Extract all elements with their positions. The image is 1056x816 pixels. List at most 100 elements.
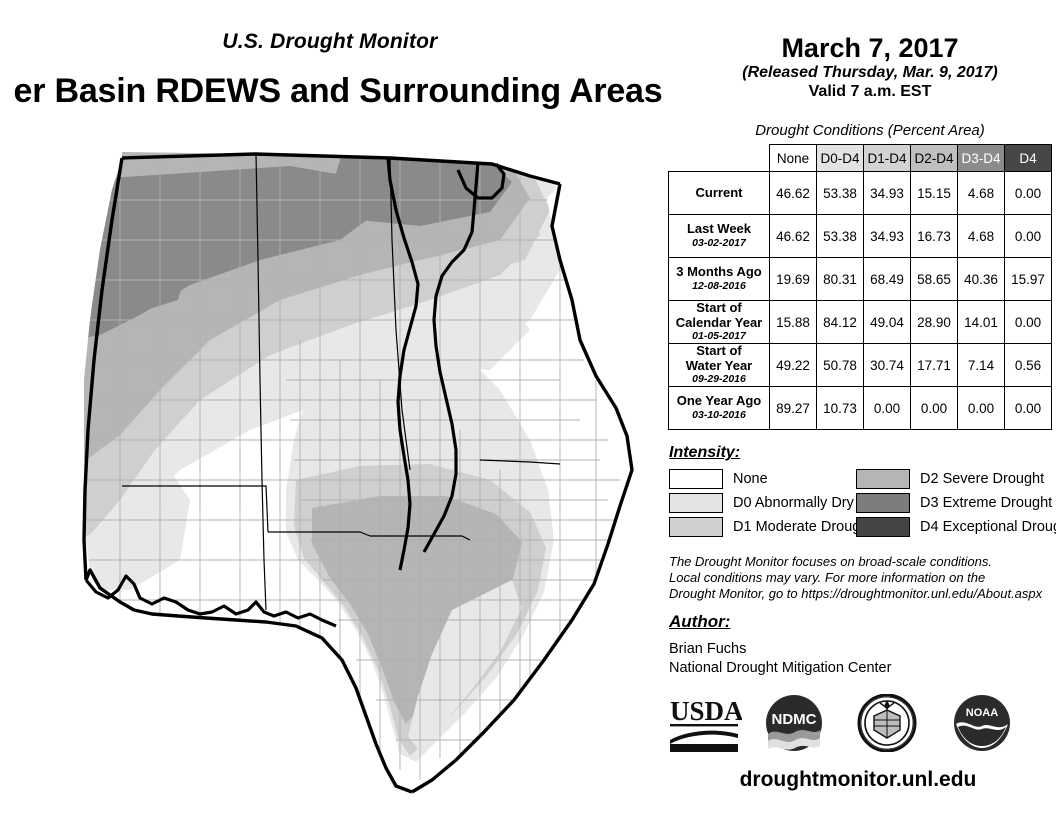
drought-conditions-table: None D0-D4 D1-D4 D2-D4 D3-D4 D4 Current 46.62 53… — [668, 144, 1052, 430]
usdc-seal-logo[interactable] — [856, 693, 918, 757]
rdews-basin-outline — [386, 157, 506, 571]
cell-r2-c1: 80.31 — [816, 257, 864, 301]
disclaimer-line-2: Local conditions may vary. For more info… — [669, 570, 986, 585]
release-date: (Released Thursday, Mar. 9, 2017) — [742, 64, 998, 81]
legend-item-right-1[interactable]: D3 Extreme Drought — [856, 493, 1052, 513]
table-row: Start of Water Year 09-29-2016 49.22 50.78 30… — [668, 343, 1052, 387]
drought-map[interactable] — [60, 140, 660, 800]
table-row: Current 46.62 53.38 34.93 15.15 4.68 0.00 — [668, 171, 1052, 215]
author-block: Brian Fuchs National Drought Mitigation … — [669, 640, 1049, 678]
cell-r5-c0: 89.27 — [769, 386, 817, 430]
legend-item-left-0[interactable]: None — [669, 469, 768, 489]
legend-label: None — [733, 471, 768, 487]
cell-r5-c3: 0.00 — [910, 386, 958, 430]
cell-r0-c2: 34.93 — [863, 171, 911, 215]
disclaimer: The Drought Monitor focuses on broad-sca… — [669, 554, 1049, 602]
cell-r0-c3: 15.15 — [910, 171, 958, 215]
map-drought-shading — [84, 152, 560, 762]
table-row: 3 Months Ago 12-08-2016 19.69 80.31 68.49 58.… — [668, 257, 1052, 301]
cell-r1-c4: 4.68 — [957, 214, 1005, 258]
cell-r5-c1: 10.73 — [816, 386, 864, 430]
row-header: Last Week 03-02-2017 — [668, 214, 770, 258]
table-row: One Year Ago 03-10-2016 89.27 10.73 0.00 0.00… — [668, 386, 1052, 430]
cell-r5-c2: 0.00 — [863, 386, 911, 430]
legend-item-left-2[interactable]: D1 Moderate Drought — [669, 517, 872, 537]
county-boundaries — [84, 154, 628, 792]
legend-swatch — [856, 517, 910, 537]
cell-r3-c4: 14.01 — [957, 300, 1005, 344]
cell-r4-c5: 0.56 — [1004, 343, 1052, 387]
cell-r4-c2: 30.74 — [863, 343, 911, 387]
cell-r3-c1: 84.12 — [816, 300, 864, 344]
cell-r3-c5: 0.00 — [1004, 300, 1052, 344]
cell-r0-c5: 0.00 — [1004, 171, 1052, 215]
cell-r3-c2: 49.04 — [863, 300, 911, 344]
table-caption: Drought Conditions (Percent Area) — [755, 122, 985, 139]
cell-r2-c4: 40.36 — [957, 257, 1005, 301]
column-header-d0-d4: D0-D4 — [816, 144, 864, 172]
cell-r1-c5: 0.00 — [1004, 214, 1052, 258]
column-header-d1-d4: D1-D4 — [863, 144, 911, 172]
disclaimer-line-3: Drought Monitor, go to https://droughtmo… — [669, 586, 1043, 601]
table-header-row: None D0-D4 D1-D4 D2-D4 D3-D4 D4 — [669, 144, 1052, 172]
legend-swatch — [669, 469, 723, 489]
cell-r1-c2: 34.93 — [863, 214, 911, 258]
legend-item-right-0[interactable]: D2 Severe Drought — [856, 469, 1044, 489]
cell-r4-c1: 50.78 — [816, 343, 864, 387]
region-outline — [82, 152, 634, 794]
page-title: er Basin RDEWS and Surrounding Areas — [13, 72, 663, 110]
legend-item-right-2[interactable]: D4 Exceptional Drought — [856, 517, 1056, 537]
cell-r3-c0: 15.88 — [769, 300, 817, 344]
usda-logo[interactable]: USDA — [668, 694, 744, 757]
author-heading: Author: — [669, 612, 731, 631]
row-header-date: 03-02-2017 — [692, 236, 746, 249]
table-corner-cell — [669, 145, 770, 172]
legend-label: D1 Moderate Drought — [733, 519, 873, 535]
valid-date: March 7, 2017 — [781, 33, 959, 63]
cell-r1-c0: 46.62 — [769, 214, 817, 258]
author-name: Brian Fuchs — [669, 641, 747, 657]
column-header-none: None — [769, 144, 817, 172]
cell-r4-c4: 7.14 — [957, 343, 1005, 387]
row-header: Start of Water Year 09-29-2016 — [668, 343, 770, 387]
cell-r4-c0: 49.22 — [769, 343, 817, 387]
row-header-date: 12-08-2016 — [692, 279, 746, 292]
row-header: Start of Calendar Year 01-05-2017 — [668, 300, 770, 344]
table-row: Last Week 03-02-2017 46.62 53.38 34.93 16.73 4… — [668, 214, 1052, 258]
website-url[interactable]: droughtmonitor.unl.edu — [739, 768, 977, 791]
cell-r2-c2: 68.49 — [863, 257, 911, 301]
legend-swatch — [669, 517, 723, 537]
ndmc-logo[interactable]: NDMC — [765, 694, 823, 757]
author-org: National Drought Mitigation Center — [669, 660, 892, 676]
cell-r5-c4: 0.00 — [957, 386, 1005, 430]
cell-r1-c1: 53.38 — [816, 214, 864, 258]
legend-label: D4 Exceptional Drought — [920, 519, 1056, 535]
cell-r2-c0: 19.69 — [769, 257, 817, 301]
cell-r1-c3: 16.73 — [910, 214, 958, 258]
intensity-heading: Intensity: — [669, 444, 741, 461]
row-header: 3 Months Ago 12-08-2016 — [668, 257, 770, 301]
cell-r0-c0: 46.62 — [769, 171, 817, 215]
legend-swatch — [856, 469, 910, 489]
cell-r0-c4: 4.68 — [957, 171, 1005, 215]
row-header-date: 01-05-2017 — [692, 330, 746, 343]
table-row: Start of Calendar Year 01-05-2017 15.88 84.1… — [668, 300, 1052, 344]
cell-r5-c5: 0.00 — [1004, 386, 1052, 430]
legend-label: D2 Severe Drought — [920, 471, 1045, 487]
legend-label: D3 Extreme Drought — [920, 495, 1053, 511]
cell-r2-c3: 58.65 — [910, 257, 958, 301]
cell-r2-c5: 15.97 — [1004, 257, 1052, 301]
column-header-d3-d4: D3-D4 — [957, 144, 1005, 172]
svg-text:NOAA: NOAA — [966, 707, 998, 719]
valid-time: Valid 7 a.m. EST — [808, 83, 932, 100]
state-boundaries — [122, 153, 561, 611]
cell-r4-c3: 17.71 — [910, 343, 958, 387]
row-header: Current — [668, 171, 770, 215]
legend-swatch — [856, 493, 910, 513]
logo-row: USDA NDMC — [660, 693, 1056, 757]
legend-item-left-1[interactable]: D0 Abnormally Dry — [669, 493, 854, 513]
noaa-logo[interactable]: NOAA — [952, 694, 1012, 757]
page-subtitle: U.S. Drought Monitor — [222, 30, 438, 53]
disclaimer-line-1: The Drought Monitor focuses on broad-sca… — [669, 554, 993, 569]
row-header-date: 09-29-2016 — [692, 373, 746, 386]
